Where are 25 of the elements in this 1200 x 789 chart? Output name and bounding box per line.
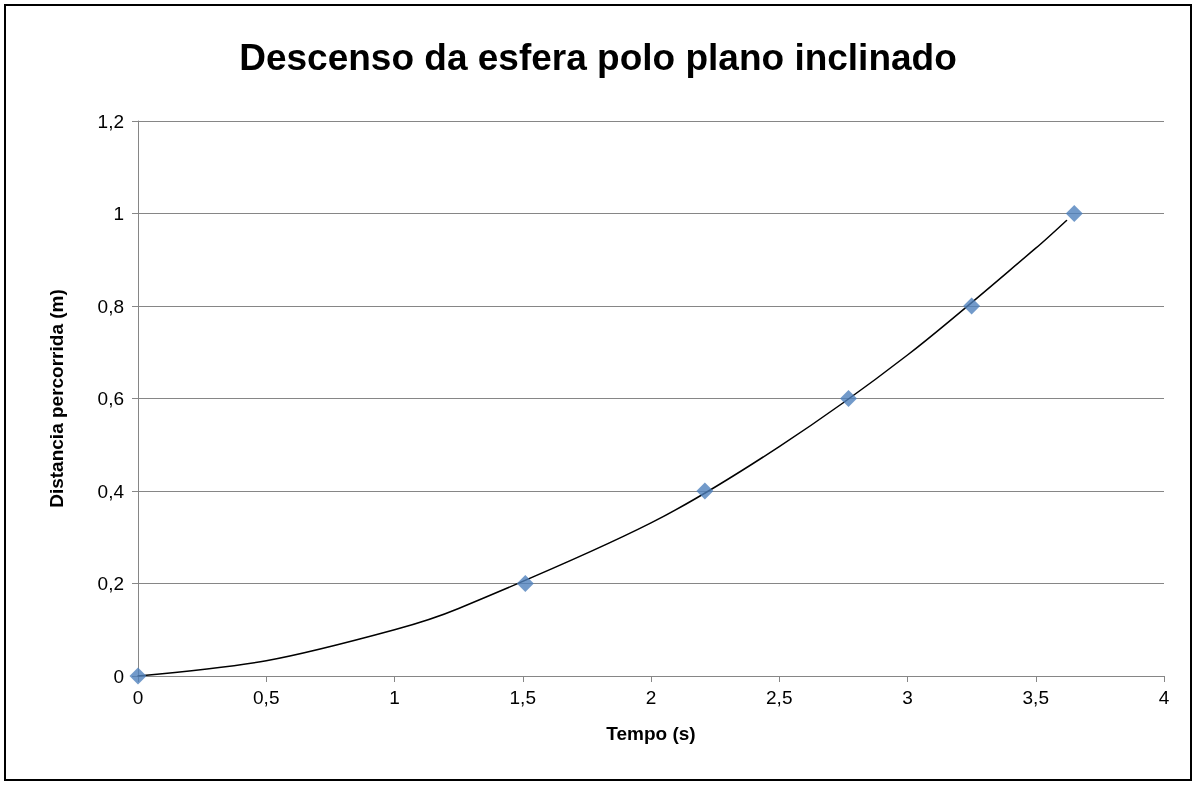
y-tick-label: 1,2: [97, 110, 124, 132]
x-tick-label: 0,5: [253, 687, 280, 708]
x-tick-label: 1: [389, 687, 400, 708]
point: [963, 297, 981, 315]
y-tick-label: 1: [113, 203, 124, 224]
x-tick-label: 1,5: [509, 687, 536, 708]
point: [840, 390, 858, 407]
point: [516, 575, 534, 592]
point: [129, 667, 147, 685]
y-tick-label: 0: [113, 665, 124, 687]
x-tick-label: 4: [1158, 687, 1170, 708]
y-tick-label: 0,4: [97, 480, 125, 502]
x-tick-label: 3,5: [1022, 687, 1049, 708]
point: [696, 482, 714, 500]
x-tick-label: 0: [132, 687, 144, 708]
point: [1065, 205, 1083, 222]
chart-title: Descenso da esfera polo plano inclinado: [239, 37, 957, 78]
x-tick-label: 2,5: [766, 687, 793, 708]
x-tick-label: 2: [645, 687, 657, 708]
y-axis-title: Distancia percorrida (m): [46, 289, 67, 508]
y-tick-label: 0,2: [97, 573, 124, 594]
x-axis-title: Tempo (s): [606, 723, 696, 744]
y-tick-label: 0,8: [97, 295, 124, 317]
x-tick-label: 3: [902, 687, 913, 708]
y-tick-label: 0,6: [97, 388, 124, 409]
